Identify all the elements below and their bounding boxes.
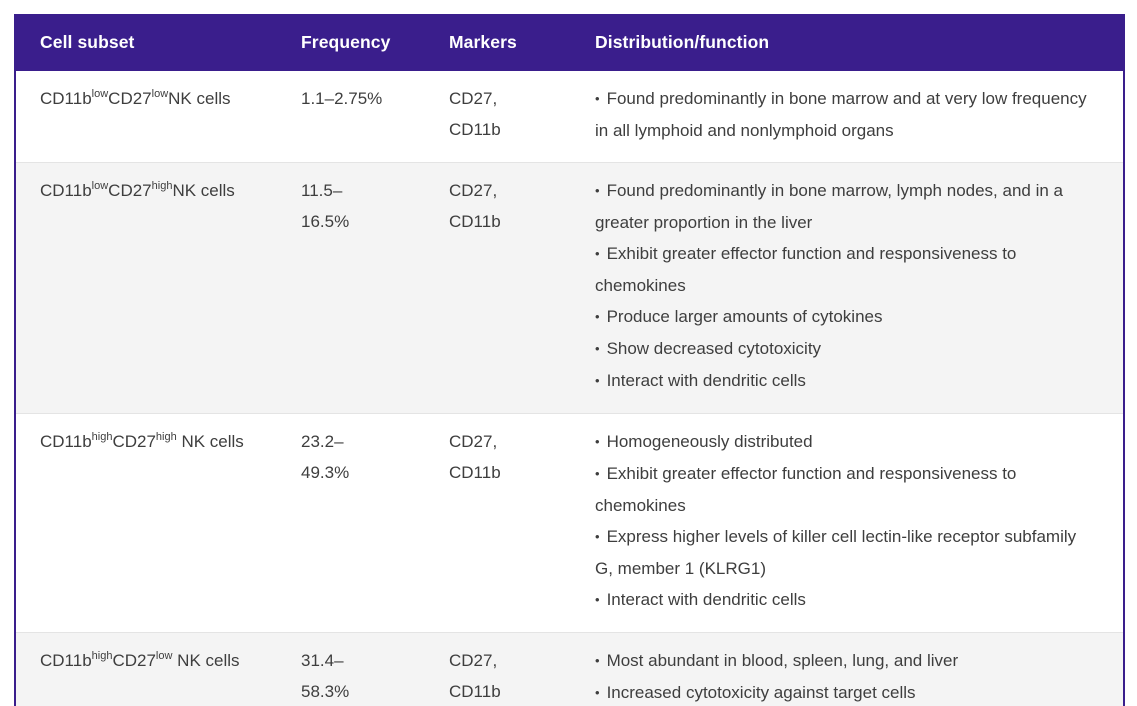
subset-segment: CD11b	[40, 432, 92, 451]
cell-subset: CD11bhighCD27high NK cells	[15, 413, 301, 633]
subset-superscript: low	[155, 650, 173, 662]
subset-segment: NK cells	[176, 432, 244, 451]
subset-segment: NK cells	[172, 181, 235, 200]
distribution-list: Found predominantly in bone marrow, lymp…	[595, 175, 1095, 397]
distribution-bullet-item: Exhibit greater effector function and re…	[595, 238, 1095, 301]
subset-segment: NK cells	[168, 89, 231, 108]
distribution-bullet-item: Express higher levels of killer cell lec…	[595, 521, 1095, 584]
subset-segment: CD11b	[40, 89, 92, 108]
table-header: Cell subset Frequency Markers Distributi…	[15, 14, 1124, 71]
cell-distribution: Found predominantly in bone marrow and a…	[595, 71, 1124, 163]
cell-frequency: 23.2– 49.3%	[301, 413, 449, 633]
distribution-list: Homogeneously distributedExhibit greater…	[595, 426, 1095, 616]
cell-frequency: 1.1–2.75%	[301, 89, 383, 108]
cell-subset: CD11bhighCD27low NK cells	[15, 632, 301, 706]
cell-distribution: Found predominantly in bone marrow, lymp…	[595, 162, 1124, 414]
subset-superscript: low	[91, 88, 109, 100]
cell-distribution: Most abundant in blood, spleen, lung, an…	[595, 632, 1124, 706]
table-body: CD11blowCD27lowNK cells 1.1–2.75% CD27, …	[15, 71, 1124, 706]
cell-subset: CD11blowCD27highNK cells	[15, 162, 301, 414]
subset-superscript: low	[151, 88, 169, 100]
cell-subset: CD11blowCD27lowNK cells	[15, 71, 301, 163]
cell-subset-text: CD11bhighCD27low NK cells	[40, 650, 240, 671]
distribution-list: Found predominantly in bone marrow and a…	[595, 83, 1095, 146]
cell-markers: CD27, CD11b	[449, 632, 595, 706]
distribution-bullet-item: Show decreased cytotoxicity	[595, 333, 1095, 365]
subset-segment: NK cells	[172, 651, 240, 670]
cell-frequency: 11.5– 16.5%	[301, 162, 449, 414]
header-row: Cell subset Frequency Markers Distributi…	[15, 14, 1124, 71]
distribution-bullet-item: Homogeneously distributed	[595, 426, 1095, 458]
distribution-bullet-item: Increased cytotoxicity against target ce…	[595, 677, 1095, 706]
subset-segment: CD11b	[40, 651, 92, 670]
subset-segment: CD11b	[40, 181, 92, 200]
subset-segment: CD27	[112, 432, 156, 451]
col-header-cell-subset: Cell subset	[15, 14, 301, 71]
cell-subset-text: CD11blowCD27highNK cells	[40, 180, 235, 201]
table-row: CD11bhighCD27low NK cells 31.4– 58.3% CD…	[15, 632, 1124, 706]
cell-distribution: Homogeneously distributedExhibit greater…	[595, 413, 1124, 633]
subset-superscript: high	[91, 431, 113, 443]
subset-segment: CD27	[108, 89, 152, 108]
distribution-bullet-item: Found predominantly in bone marrow and a…	[595, 83, 1095, 146]
distribution-list: Most abundant in blood, spleen, lung, an…	[595, 645, 1095, 706]
distribution-bullet-item: Interact with dendritic cells	[595, 584, 1095, 616]
subset-superscript: high	[91, 650, 113, 662]
col-header-distribution-function: Distribution/function	[595, 14, 1124, 71]
cell-subset-text: CD11bhighCD27high NK cells	[40, 431, 244, 452]
table-row: CD11blowCD27highNK cells 11.5– 16.5% CD2…	[15, 162, 1124, 414]
distribution-bullet-item: Produce larger amounts of cytokines	[595, 301, 1095, 333]
distribution-bullet-item: Exhibit greater effector function and re…	[595, 458, 1095, 521]
distribution-bullet-item: Found predominantly in bone marrow, lymp…	[595, 175, 1095, 238]
cell-markers: CD27, CD11b	[449, 162, 595, 414]
table-row: CD11blowCD27lowNK cells 1.1–2.75% CD27, …	[15, 71, 1124, 163]
nk-cell-subsets-table: Cell subset Frequency Markers Distributi…	[14, 14, 1125, 706]
distribution-bullet-item: Most abundant in blood, spleen, lung, an…	[595, 645, 1095, 677]
table-row: CD11bhighCD27high NK cells 23.2– 49.3% C…	[15, 413, 1124, 633]
subset-superscript: low	[91, 180, 109, 192]
col-header-frequency: Frequency	[301, 14, 449, 71]
cell-subset-text: CD11blowCD27lowNK cells	[40, 88, 231, 109]
cell-markers: CD27, CD11b	[449, 89, 501, 139]
subset-superscript: high	[155, 431, 177, 443]
cell-frequency: 31.4– 58.3%	[301, 632, 449, 706]
subset-segment: CD27	[108, 181, 152, 200]
col-header-markers: Markers	[449, 14, 595, 71]
distribution-bullet-item: Interact with dendritic cells	[595, 365, 1095, 397]
subset-segment: CD27	[112, 651, 156, 670]
subset-superscript: high	[151, 180, 173, 192]
cell-markers: CD27, CD11b	[449, 413, 595, 633]
